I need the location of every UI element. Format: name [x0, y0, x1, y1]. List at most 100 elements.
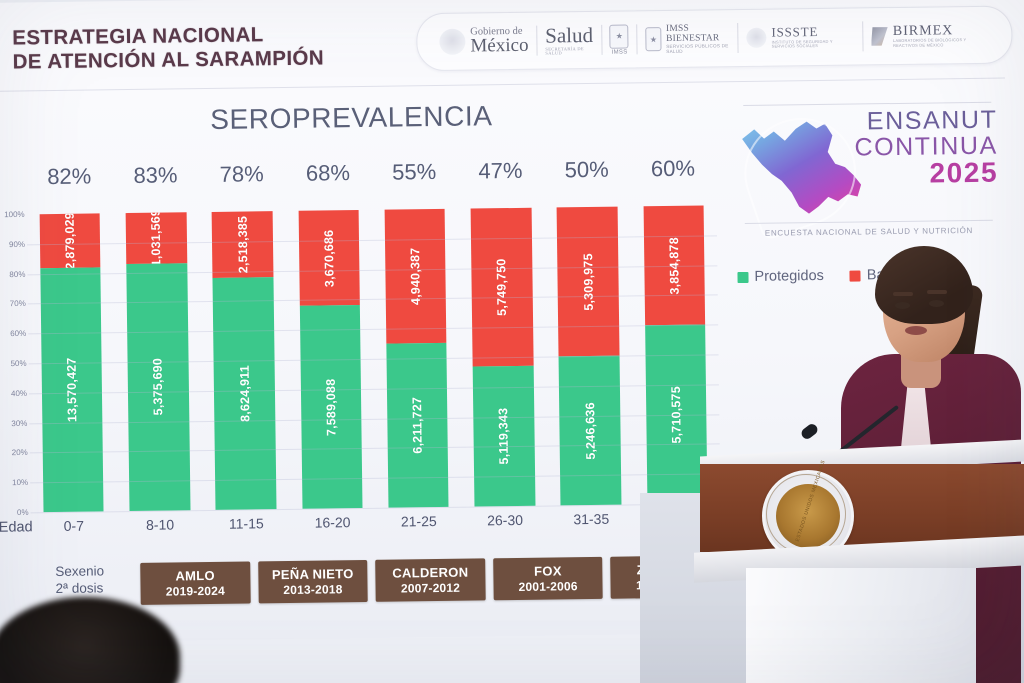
logo-salud-sub: SECRETARÍA DE SALUD — [545, 45, 585, 56]
mexico-map-icon — [739, 111, 863, 231]
y-axis-tick: 50% — [10, 358, 27, 369]
logo-imss-bienestar-sub: SERVICIOS PÚBLICOS DE SALUD — [666, 43, 729, 55]
y-axis-tick: 40% — [10, 388, 28, 398]
bar-segment-baja-proteccion[interactable]: 2,518,385 — [212, 211, 274, 278]
seroprevalence-percent: 78% — [219, 161, 264, 187]
sexenio-box: CALDERON 2007-2012 — [375, 558, 486, 602]
bar-value-label: 5,375,690 — [150, 358, 166, 416]
bar-segment-baja-proteccion[interactable]: 1,031,569 — [125, 212, 187, 264]
sexenio-name: FOX — [534, 563, 562, 580]
bar-value-label: 6,211,727 — [410, 396, 425, 454]
bar-value-label: 8,624,911 — [237, 364, 252, 422]
stacked-bar-chart: 100% 90% 80% 70% 60% 50% 40% 30% 20% 10% 0% 2,879,… — [4, 205, 721, 517]
sexenio-row: AMLO 2019-2024 PEÑA NIETO 2013-2018 CALDERON… — [140, 555, 721, 605]
seroprevalence-percent: 47% — [478, 157, 523, 184]
logo-issste-sub: INSTITUTO DE SEGURIDAD Y SERVICIOS SOCIA… — [771, 38, 833, 49]
y-axis-tick: 30% — [11, 418, 28, 428]
x-axis-label: Edad — [0, 519, 33, 536]
logo-birmex: BIRMEX LABORATORIOS DE BIOLÓGICOS Y REAC… — [863, 16, 998, 56]
sexenio-years: 2001-2006 — [518, 578, 578, 594]
seroprevalence-percent: 83% — [133, 162, 178, 188]
seroprevalence-percent: 60% — [650, 155, 696, 182]
bar-value-label: 13,570,427 — [64, 357, 80, 422]
bar-segment-protegidos[interactable]: 5,246,636 — [558, 355, 622, 506]
bar-value-label: 7,589,088 — [323, 378, 339, 436]
sexenio-years: 1995-2000 — [636, 577, 696, 593]
ensanut-logo: ENSANUT CONTINUA 2025 ENCUESTA NACIONAL … — [729, 94, 1003, 249]
bar-segment-protegidos[interactable]: 6,211,727 — [386, 342, 449, 508]
ensanut-wordmark: ENSANUT CONTINUA 2025 — [854, 105, 999, 189]
sexenio-box: AMLO 2019-2024 — [140, 561, 251, 605]
legend-label-protegidos: Protegidos — [754, 267, 824, 285]
sexenio-name: ZEDILLO — [636, 561, 695, 578]
bar-segment-baja-proteccion[interactable]: 5,309,975 — [557, 206, 620, 357]
seroprevalence-percent-row: 82% 83% 78% 68% 55% 47% 50% 60% — [26, 155, 716, 196]
sexenio-name: CALDERON — [392, 564, 469, 581]
chart-legend: Protegidos Baja protección — [737, 266, 967, 285]
logo-salud-label: Salud — [545, 22, 594, 48]
x-axis-ticks: 0-7 8-10 11-15 16-20 21-25 26-30 31-35 36-40 — [31, 509, 721, 540]
legend-label-baja-proteccion: Baja protección — [866, 266, 967, 284]
sexenio-years: 2019-2024 — [165, 583, 226, 599]
chart-title: SEROPREVALENCIA — [210, 100, 493, 135]
sexenio-years: 2007-2012 — [400, 580, 461, 596]
logo-imss-label: IMSS — [611, 48, 628, 56]
y-axis-tick: 100% — [4, 209, 25, 220]
y-axis-tick: 20% — [11, 448, 28, 458]
header-divider — [0, 77, 1005, 93]
page-title: ESTRATEGIA NACIONAL DE ATENCIÓN AL SARAM… — [12, 22, 324, 74]
bar-segment-baja-proteccion[interactable]: 2,879,029 — [39, 213, 101, 268]
ensanut-year: 2025 — [929, 156, 999, 189]
y-axis-tick: 10% — [12, 478, 29, 488]
y-axis-tick: 0% — [16, 507, 29, 518]
seroprevalence-percent: 50% — [564, 156, 609, 183]
x-axis-tick: 21-25 — [400, 513, 437, 530]
y-axis-tick: 70% — [9, 299, 26, 309]
sexenio-name: AMLO — [175, 568, 216, 584]
imss-shield-icon: ★ — [609, 23, 629, 49]
y-axis-tick: 80% — [9, 269, 26, 279]
x-axis-tick: 26-30 — [487, 511, 524, 529]
logo-gob-line2: México — [470, 35, 529, 57]
bar-value-label: 5,246,636 — [582, 401, 598, 460]
bar-segment-baja-proteccion[interactable]: 3,670,686 — [298, 210, 360, 307]
x-axis-tick: 31-35 — [573, 510, 610, 528]
sexenio-label: Sexenio 2ª dosis — [55, 563, 104, 597]
birmex-mark-icon — [871, 27, 888, 46]
bar-segment-baja-proteccion[interactable]: 5,749,750 — [470, 207, 534, 367]
slide-header: ESTRATEGIA NACIONAL DE ATENCIÓN AL SARAM… — [0, 5, 1013, 79]
y-axis: 100% 90% 80% 70% 60% 50% 40% 30% 20% 10% 0% — [0, 208, 29, 517]
ensanut-line1: ENSANUT — [866, 105, 998, 136]
y-axis-tick: 60% — [10, 329, 27, 339]
eagle-icon — [439, 28, 466, 55]
bar-segment-protegidos[interactable]: 8,624,911 — [212, 276, 277, 510]
x-axis-tick: 0-7 — [63, 517, 85, 534]
sexenio-box: ZEDILLO 1995-2000 — [610, 555, 721, 599]
bar-value-label: 2,518,385 — [235, 215, 251, 274]
sexenio-label-line1: Sexenio — [55, 563, 105, 580]
sexenio-years: 2013-2018 — [283, 581, 343, 597]
bar-segment-protegidos[interactable]: 5,375,690 — [126, 262, 191, 512]
x-axis-tick: 16-20 — [314, 514, 351, 531]
projected-slide: ESTRATEGIA NACIONAL DE ATENCIÓN AL SARAM… — [0, 0, 1024, 643]
legend-item-protegidos: Protegidos — [737, 268, 824, 285]
logo-birmex-sub: LABORATORIOS DE BIOLÓGICOS Y REACTIVOS D… — [892, 37, 967, 48]
logo-imss-bienestar: ★ IMSS BIENESTAR SERVICIOS PÚBLICOS DE S… — [637, 19, 738, 58]
bar-value-label: 3,670,686 — [321, 229, 337, 287]
bar-value-label: 2,879,029 — [62, 213, 78, 268]
bar-segment-baja-proteccion[interactable]: 4,940,387 — [384, 208, 447, 344]
x-axis-tick: 36-40 — [659, 509, 696, 527]
issste-emblem-icon — [746, 27, 767, 48]
government-logo-bar: Gobierno de México Salud SECRETARÍA DE S… — [416, 5, 1013, 72]
logo-gobierno-mexico: Gobierno de México — [431, 22, 537, 61]
y-axis-tick: 90% — [8, 239, 26, 249]
ensanut-rule-bottom — [744, 219, 993, 224]
legend-item-baja-proteccion: Baja protección — [849, 266, 967, 284]
x-axis-tick: 11-15 — [228, 515, 264, 532]
bar-value-label: 4,940,387 — [408, 247, 423, 306]
seroprevalence-percent: 55% — [392, 159, 437, 185]
bar-value-label: 5,309,975 — [580, 252, 596, 311]
sexenio-box: PEÑA NIETO 2013-2018 — [257, 559, 368, 604]
sexenio-box: FOX 2001-2006 — [492, 556, 604, 601]
